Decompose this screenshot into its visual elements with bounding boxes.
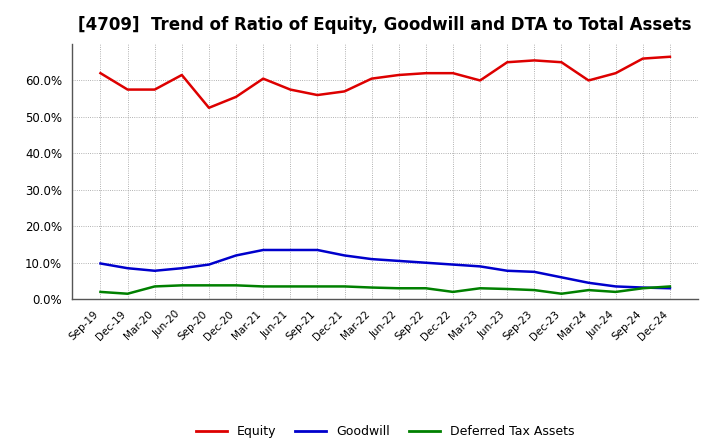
Deferred Tax Assets — [503, 286, 511, 292]
Goodwill — [96, 261, 105, 266]
Equity — [123, 87, 132, 92]
Goodwill — [530, 269, 539, 275]
Equity — [476, 78, 485, 83]
Goodwill — [313, 247, 322, 253]
Equity — [178, 72, 186, 77]
Equity — [367, 76, 376, 81]
Goodwill — [476, 264, 485, 269]
Deferred Tax Assets — [449, 289, 457, 294]
Equity — [557, 59, 566, 65]
Deferred Tax Assets — [286, 284, 294, 289]
Deferred Tax Assets — [259, 284, 268, 289]
Equity — [259, 76, 268, 81]
Equity — [665, 54, 674, 59]
Deferred Tax Assets — [96, 289, 105, 294]
Deferred Tax Assets — [557, 291, 566, 297]
Goodwill — [123, 266, 132, 271]
Goodwill — [449, 262, 457, 267]
Deferred Tax Assets — [476, 286, 485, 291]
Deferred Tax Assets — [665, 284, 674, 289]
Deferred Tax Assets — [313, 284, 322, 289]
Deferred Tax Assets — [584, 287, 593, 293]
Goodwill — [367, 257, 376, 262]
Equity — [96, 70, 105, 76]
Title: [4709]  Trend of Ratio of Equity, Goodwill and DTA to Total Assets: [4709] Trend of Ratio of Equity, Goodwil… — [78, 16, 692, 34]
Equity — [286, 87, 294, 92]
Goodwill — [639, 285, 647, 290]
Goodwill — [204, 262, 213, 267]
Equity — [232, 94, 240, 99]
Goodwill — [341, 253, 349, 258]
Equity — [341, 89, 349, 94]
Deferred Tax Assets — [611, 289, 620, 294]
Deferred Tax Assets — [421, 286, 430, 291]
Equity — [421, 70, 430, 76]
Equity — [639, 56, 647, 61]
Goodwill — [395, 258, 403, 264]
Equity — [530, 58, 539, 63]
Deferred Tax Assets — [367, 285, 376, 290]
Legend: Equity, Goodwill, Deferred Tax Assets: Equity, Goodwill, Deferred Tax Assets — [191, 420, 580, 440]
Goodwill — [584, 280, 593, 286]
Goodwill — [665, 286, 674, 291]
Equity — [584, 78, 593, 83]
Goodwill — [611, 284, 620, 289]
Equity — [204, 105, 213, 110]
Line: Goodwill: Goodwill — [101, 250, 670, 288]
Equity — [503, 59, 511, 65]
Deferred Tax Assets — [123, 291, 132, 297]
Goodwill — [503, 268, 511, 273]
Deferred Tax Assets — [341, 284, 349, 289]
Equity — [449, 70, 457, 76]
Deferred Tax Assets — [232, 283, 240, 288]
Deferred Tax Assets — [150, 284, 159, 289]
Line: Equity: Equity — [101, 57, 670, 108]
Goodwill — [150, 268, 159, 273]
Goodwill — [557, 275, 566, 280]
Deferred Tax Assets — [178, 283, 186, 288]
Deferred Tax Assets — [395, 286, 403, 291]
Goodwill — [259, 247, 268, 253]
Line: Deferred Tax Assets: Deferred Tax Assets — [101, 286, 670, 294]
Equity — [150, 87, 159, 92]
Equity — [313, 92, 322, 98]
Deferred Tax Assets — [204, 283, 213, 288]
Equity — [395, 72, 403, 77]
Equity — [611, 70, 620, 76]
Deferred Tax Assets — [530, 287, 539, 293]
Goodwill — [421, 260, 430, 265]
Goodwill — [232, 253, 240, 258]
Deferred Tax Assets — [639, 286, 647, 291]
Goodwill — [178, 266, 186, 271]
Goodwill — [286, 247, 294, 253]
